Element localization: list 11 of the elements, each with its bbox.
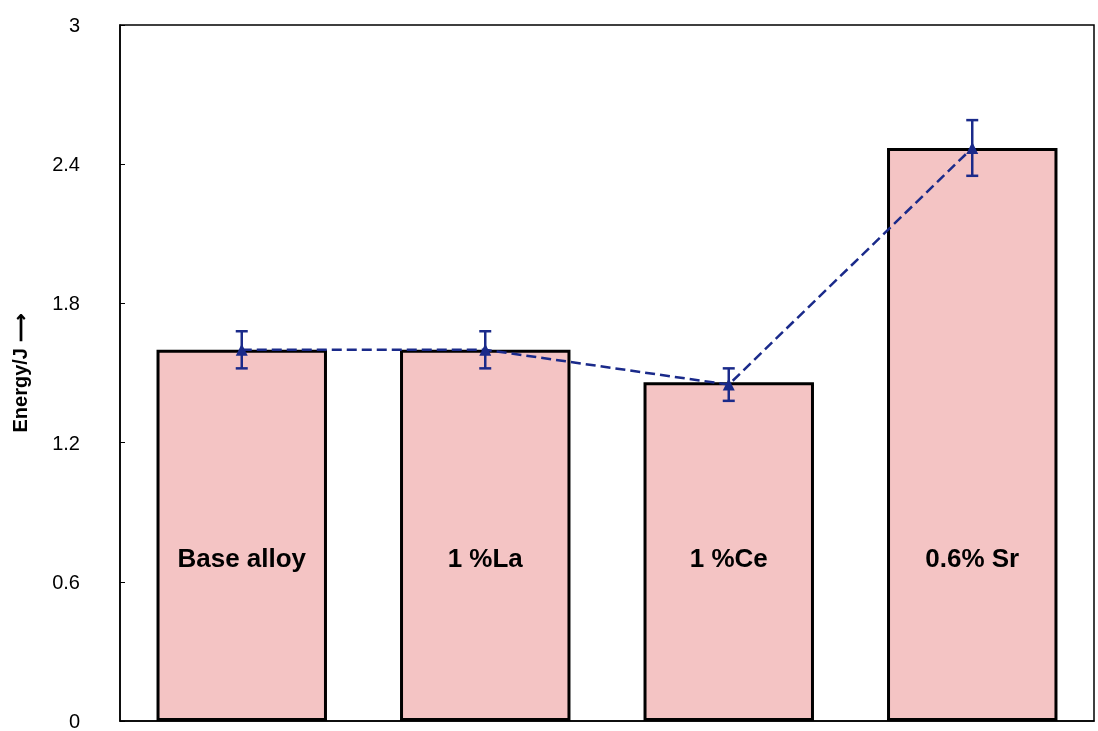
y-tick-label: 1.2	[52, 431, 80, 454]
x-tick-label: 0.6% Sr	[925, 543, 1020, 573]
x-tick-label: 1 %Ce	[689, 543, 768, 573]
y-tick-label: 1.8	[52, 292, 80, 315]
x-tick-label: 1 %La	[447, 543, 524, 573]
y-tick-label: 0.6	[52, 570, 80, 593]
y-axis-title: Energy/J ⟶	[9, 313, 31, 433]
y-tick-label: 2.4	[52, 153, 80, 176]
y-tick-label: 0	[68, 710, 80, 731]
y-tick-label: 3	[68, 14, 80, 36]
x-tick-label: Base alloy	[177, 543, 307, 573]
